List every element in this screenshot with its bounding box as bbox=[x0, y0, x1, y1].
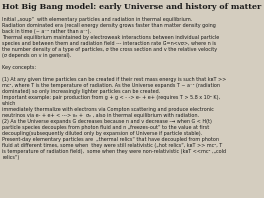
Text: Initial „soup“  with elementary particles and radiation in thermal equilibrium.
: Initial „soup“ with elementary particles… bbox=[2, 17, 226, 160]
Text: Hot Big Bang model: early Universe and history of matter: Hot Big Bang model: early Universe and h… bbox=[2, 3, 262, 11]
